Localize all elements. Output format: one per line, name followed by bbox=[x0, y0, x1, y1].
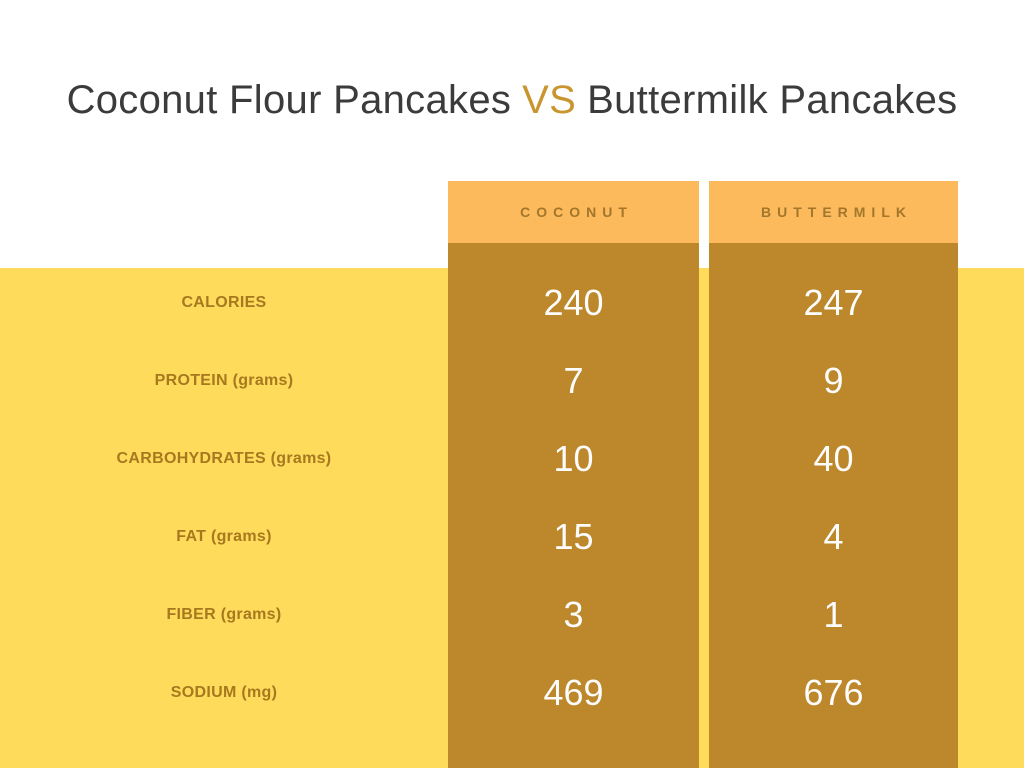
value-cell-coconut-sodium: 469 bbox=[543, 672, 604, 713]
value-cell-buttermilk-sodium: 676 bbox=[803, 672, 864, 713]
title-vs-accent: VS bbox=[522, 78, 577, 122]
row-label-column: CALORIES PROTEIN (grams) CARBOHYDRATES (… bbox=[0, 264, 448, 732]
value-cell-coconut-calories: 240 bbox=[543, 282, 604, 323]
buttermilk-column-body: 247 9 40 4 1 676 bbox=[709, 243, 958, 768]
value-cell-coconut-fat: 15 bbox=[553, 516, 594, 557]
coconut-column-body: 240 7 10 15 3 469 bbox=[448, 243, 699, 768]
value-cell-buttermilk-carbohydrates: 40 bbox=[813, 438, 854, 479]
row-label-carbohydrates: CARBOHYDRATES (grams) bbox=[116, 450, 332, 467]
row-label-fiber: FIBER (grams) bbox=[166, 606, 282, 623]
value-cell-buttermilk-protein: 9 bbox=[823, 360, 844, 401]
coconut-column-header: COCONUT bbox=[448, 181, 699, 243]
row-label-sodium: SODIUM (mg) bbox=[170, 684, 278, 701]
coconut-column: COCONUT 240 7 10 15 3 469 bbox=[448, 181, 699, 768]
title-right-text: Buttermilk Pancakes bbox=[587, 78, 958, 122]
value-cell-coconut-fiber: 3 bbox=[563, 594, 584, 635]
row-label-fat: FAT (grams) bbox=[176, 528, 272, 545]
buttermilk-column: BUTTERMILK 247 9 40 4 1 676 bbox=[709, 181, 958, 768]
buttermilk-column-header: BUTTERMILK bbox=[709, 181, 958, 243]
row-label-protein: PROTEIN (grams) bbox=[154, 372, 294, 389]
value-cell-buttermilk-fat: 4 bbox=[823, 516, 844, 557]
row-label-calories: CALORIES bbox=[181, 294, 267, 311]
value-cell-buttermilk-fiber: 1 bbox=[823, 594, 844, 635]
value-cell-buttermilk-calories: 247 bbox=[803, 282, 864, 323]
page-title: Coconut Flour Pancakes VS Buttermilk Panca… bbox=[0, 74, 1024, 126]
title-left-text: Coconut Flour Pancakes bbox=[66, 78, 512, 122]
value-cell-coconut-protein: 7 bbox=[563, 360, 584, 401]
value-cell-coconut-carbohydrates: 10 bbox=[553, 438, 594, 479]
